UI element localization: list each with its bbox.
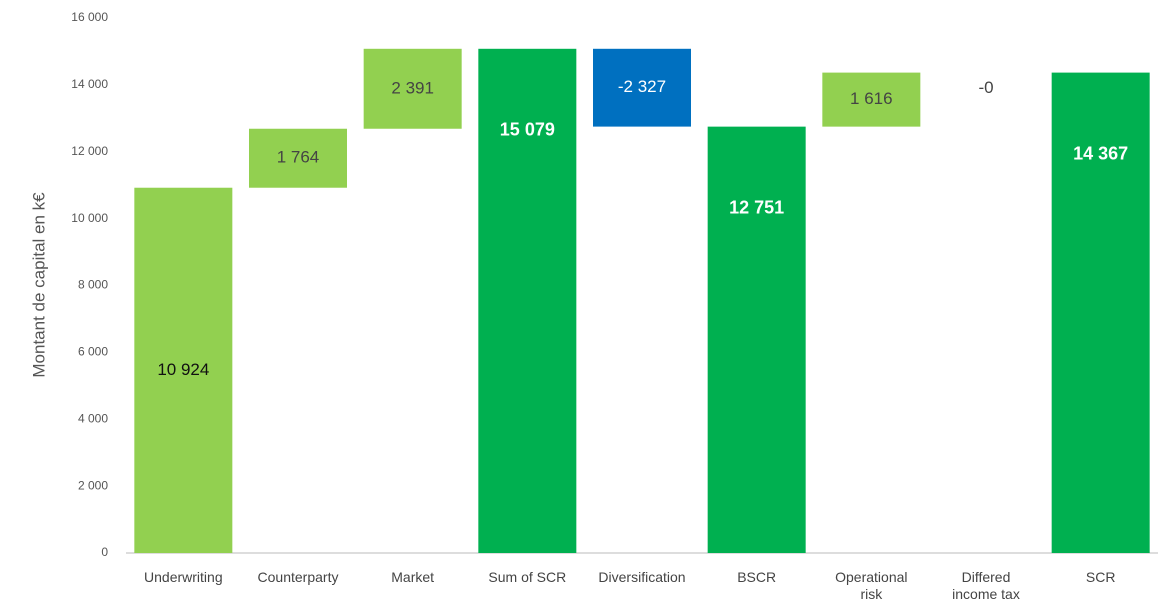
x-tick-label: Sum of SCR xyxy=(488,569,567,585)
bar xyxy=(822,72,921,127)
y-tick-label: 2 000 xyxy=(78,478,108,492)
data-label: -0 xyxy=(978,78,993,97)
x-tick-label: Underwriting xyxy=(144,569,223,585)
x-tick-label: Market xyxy=(391,569,435,585)
x-tick-label: BSCR xyxy=(737,569,777,585)
y-tick-label: 14 000 xyxy=(71,77,108,91)
bar xyxy=(593,48,691,127)
data-label: 2 391 xyxy=(391,78,434,97)
data-label: 10 924 xyxy=(157,360,209,379)
bar xyxy=(249,128,347,188)
data-label: 1 616 xyxy=(850,89,893,108)
bar xyxy=(478,48,577,554)
data-label: 1 764 xyxy=(277,148,320,167)
y-tick-label: 6 000 xyxy=(78,345,108,359)
x-tick-label: Operational risk xyxy=(835,569,908,602)
y-tick-label: 4 000 xyxy=(78,411,108,425)
y-tick-label: 0 xyxy=(101,545,108,559)
data-label: -2 327 xyxy=(618,77,666,96)
data-label: 12 751 xyxy=(729,197,784,217)
y-tick-label: 12 000 xyxy=(71,144,108,158)
x-tick-label: SCR xyxy=(1085,569,1116,585)
y-tick-label: 8 000 xyxy=(78,278,108,292)
y-tick-label: 16 000 xyxy=(71,10,108,24)
bar xyxy=(134,187,233,553)
x-tick-label: Counterparty xyxy=(257,569,339,585)
y-tick-label: 10 000 xyxy=(71,211,108,225)
bar xyxy=(363,48,462,129)
data-label: 14 367 xyxy=(1073,143,1128,163)
x-tick-label: Diversification xyxy=(598,569,686,585)
y-axis-label: Montant de capital en k€ xyxy=(29,192,48,378)
data-label: 15 079 xyxy=(500,120,555,140)
x-tick-label: Differed income tax xyxy=(952,569,1020,602)
bar xyxy=(1051,72,1150,553)
bar xyxy=(707,126,806,554)
